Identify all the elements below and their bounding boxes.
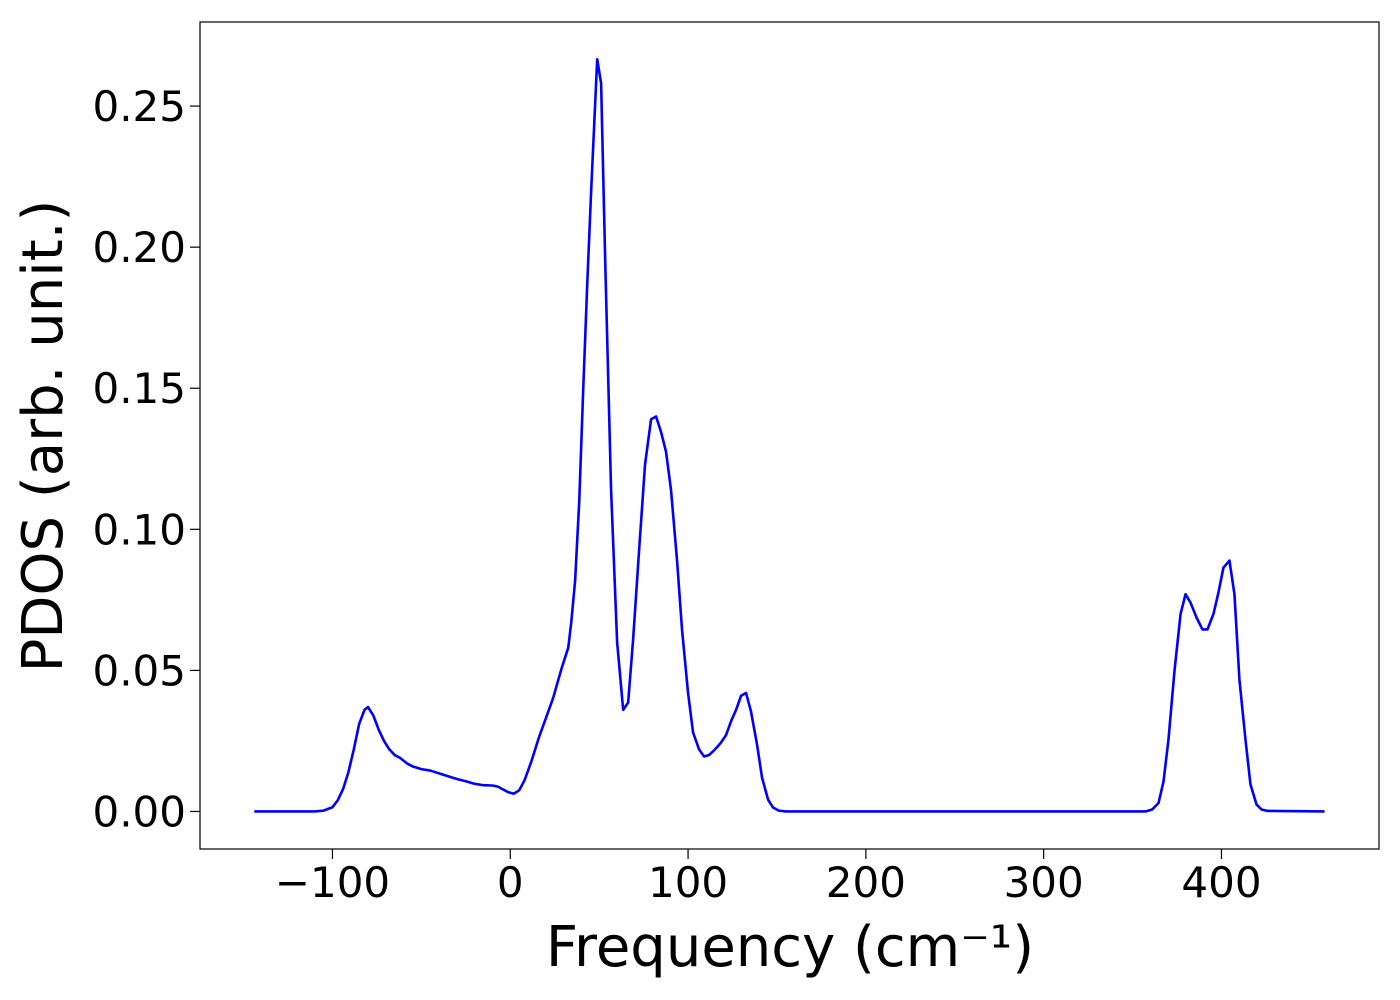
x-tick-label: 200 bbox=[826, 858, 906, 907]
y-axis-label: PDOS (arb. unit.) bbox=[11, 200, 76, 673]
x-tick-label: 300 bbox=[1004, 858, 1084, 907]
x-axis-label: Frequency (cm⁻¹) bbox=[546, 915, 1034, 980]
x-tick-label: 100 bbox=[648, 858, 728, 907]
x-tick-label: 0 bbox=[497, 858, 524, 907]
x-tick-label: 400 bbox=[1181, 858, 1261, 907]
y-tick-label: 0.20 bbox=[92, 223, 186, 272]
plot-frame bbox=[199, 21, 1380, 850]
data-line bbox=[254, 57, 1325, 813]
y-tick-label: 0.00 bbox=[92, 787, 186, 836]
y-tick-label: 0.25 bbox=[92, 82, 186, 131]
y-tick-label: 0.15 bbox=[92, 364, 186, 413]
y-tick-label: 0.10 bbox=[92, 505, 186, 554]
y-tick-label: 0.05 bbox=[92, 646, 186, 695]
x-tick-label: −100 bbox=[275, 858, 390, 907]
